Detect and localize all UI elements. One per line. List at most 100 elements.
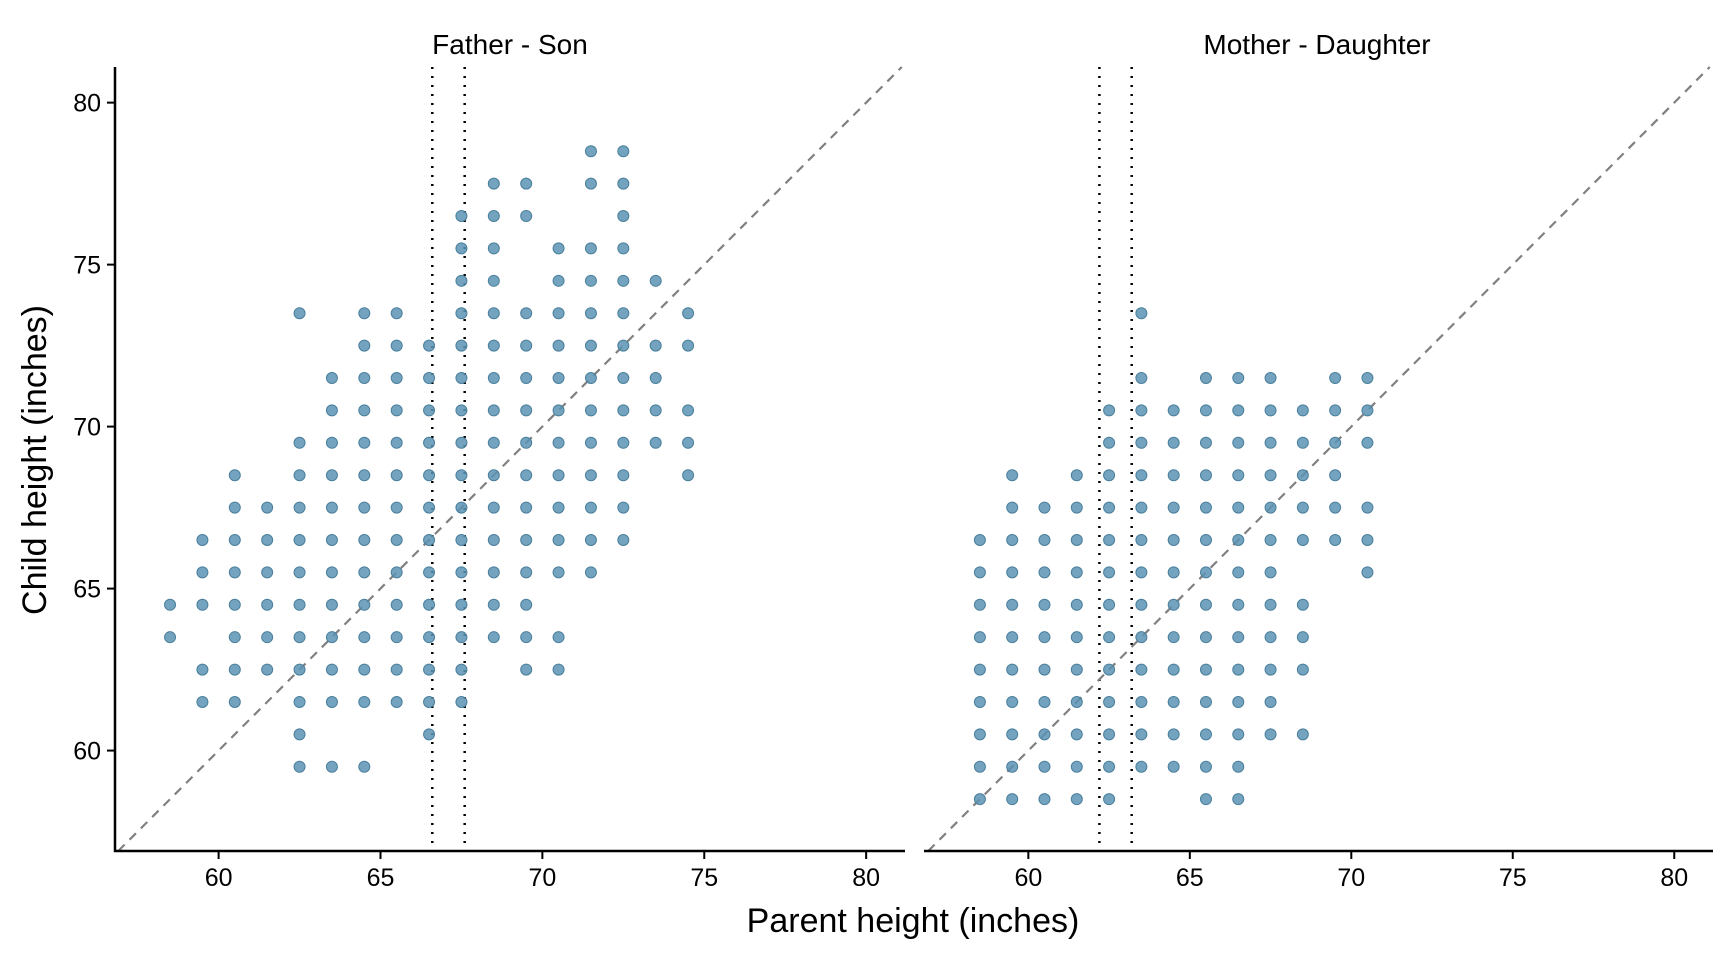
data-point <box>1296 501 1309 514</box>
data-point <box>358 760 371 773</box>
data-point <box>358 372 371 385</box>
data-point <box>1232 598 1245 611</box>
data-point <box>1167 760 1180 773</box>
data-point <box>1329 436 1342 449</box>
data-point <box>1070 793 1083 806</box>
data-point <box>1232 566 1245 579</box>
data-point <box>455 436 468 449</box>
data-point <box>325 436 338 449</box>
data-point <box>1167 404 1180 417</box>
y-tick-label: 80 <box>73 90 101 118</box>
data-point <box>1070 566 1083 579</box>
data-point <box>1135 372 1148 385</box>
x-tick-label: 80 <box>1660 864 1688 892</box>
data-point <box>1232 533 1245 546</box>
data-point <box>617 339 630 352</box>
data-point <box>390 695 403 708</box>
data-point <box>293 533 306 546</box>
data-point <box>584 533 597 546</box>
data-point <box>358 631 371 644</box>
data-point <box>1232 501 1245 514</box>
data-point <box>1199 404 1212 417</box>
data-point <box>973 533 986 546</box>
data-point <box>1006 760 1019 773</box>
data-point <box>325 631 338 644</box>
data-point <box>1038 566 1051 579</box>
data-point <box>973 760 986 773</box>
x-tick-label: 70 <box>1337 864 1365 892</box>
data-point <box>1296 404 1309 417</box>
data-point <box>1135 631 1148 644</box>
data-point <box>1199 436 1212 449</box>
data-point <box>455 598 468 611</box>
data-point <box>1103 436 1116 449</box>
points-father-son <box>164 145 695 773</box>
data-point <box>1361 436 1374 449</box>
data-point <box>1167 695 1180 708</box>
data-point <box>1070 533 1083 546</box>
data-point <box>390 663 403 676</box>
data-point <box>1070 501 1083 514</box>
data-point <box>423 372 436 385</box>
data-point <box>617 210 630 223</box>
data-point <box>1103 404 1116 417</box>
data-point <box>390 469 403 482</box>
data-point <box>584 372 597 385</box>
data-point <box>228 695 241 708</box>
data-point <box>196 566 209 579</box>
data-point <box>1199 663 1212 676</box>
data-point <box>1329 372 1342 385</box>
data-point <box>682 436 695 449</box>
data-point <box>261 533 274 546</box>
data-point <box>1361 501 1374 514</box>
data-point <box>325 533 338 546</box>
data-point <box>358 533 371 546</box>
data-point <box>973 695 986 708</box>
data-point <box>261 566 274 579</box>
data-point <box>520 566 533 579</box>
data-point <box>390 339 403 352</box>
data-point <box>1232 695 1245 708</box>
data-point <box>1264 533 1277 546</box>
data-point <box>584 566 597 579</box>
data-point <box>1232 760 1245 773</box>
data-point <box>552 663 565 676</box>
data-point <box>455 339 468 352</box>
data-point <box>325 598 338 611</box>
data-point <box>1232 663 1245 676</box>
data-point <box>1038 793 1051 806</box>
data-point <box>552 501 565 514</box>
identity-line <box>117 66 903 852</box>
data-point <box>1232 793 1245 806</box>
data-point <box>973 728 986 741</box>
data-point <box>423 728 436 741</box>
data-point <box>228 501 241 514</box>
data-point <box>552 274 565 287</box>
data-point <box>1199 566 1212 579</box>
data-point <box>1264 598 1277 611</box>
data-point <box>293 501 306 514</box>
data-point <box>1199 469 1212 482</box>
data-point <box>1103 760 1116 773</box>
data-point <box>423 404 436 417</box>
data-point <box>649 339 662 352</box>
data-point <box>1361 404 1374 417</box>
data-point <box>1135 404 1148 417</box>
data-point <box>1264 695 1277 708</box>
data-point <box>455 695 468 708</box>
data-point <box>228 663 241 676</box>
data-point <box>1296 631 1309 644</box>
data-point <box>1103 501 1116 514</box>
data-point <box>1135 533 1148 546</box>
data-point <box>261 501 274 514</box>
data-point <box>358 598 371 611</box>
data-point <box>1070 598 1083 611</box>
data-point <box>423 631 436 644</box>
data-point <box>293 598 306 611</box>
data-point <box>1232 436 1245 449</box>
x-tick-label: 60 <box>205 864 233 892</box>
data-point <box>552 242 565 255</box>
data-point <box>584 469 597 482</box>
data-point <box>520 339 533 352</box>
data-point <box>1167 598 1180 611</box>
